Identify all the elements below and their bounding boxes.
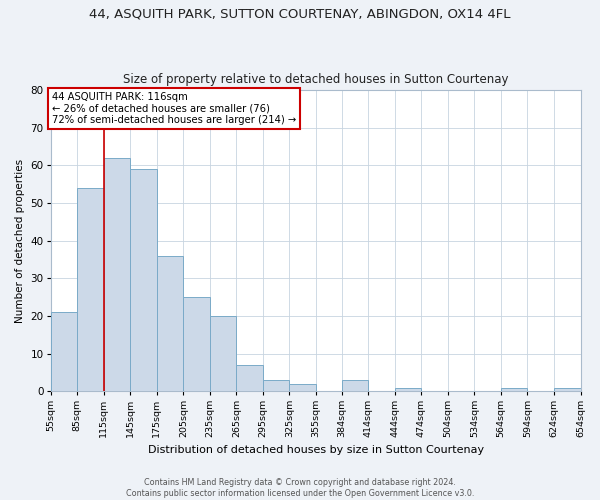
Title: Size of property relative to detached houses in Sutton Courtenay: Size of property relative to detached ho… — [123, 73, 508, 86]
Y-axis label: Number of detached properties: Number of detached properties — [15, 158, 25, 322]
Bar — [210, 316, 236, 392]
Bar — [395, 388, 421, 392]
Bar — [341, 380, 368, 392]
X-axis label: Distribution of detached houses by size in Sutton Courtenay: Distribution of detached houses by size … — [148, 445, 484, 455]
Bar — [104, 158, 130, 392]
Text: 44, ASQUITH PARK, SUTTON COURTENAY, ABINGDON, OX14 4FL: 44, ASQUITH PARK, SUTTON COURTENAY, ABIN… — [89, 8, 511, 20]
Bar — [501, 388, 527, 392]
Bar — [184, 297, 210, 392]
Text: 44 ASQUITH PARK: 116sqm
← 26% of detached houses are smaller (76)
72% of semi-de: 44 ASQUITH PARK: 116sqm ← 26% of detache… — [52, 92, 296, 125]
Bar — [289, 384, 316, 392]
Bar — [130, 169, 157, 392]
Bar — [157, 256, 184, 392]
Text: Contains HM Land Registry data © Crown copyright and database right 2024.
Contai: Contains HM Land Registry data © Crown c… — [126, 478, 474, 498]
Bar — [554, 388, 581, 392]
Bar — [263, 380, 289, 392]
Bar — [77, 188, 104, 392]
Bar — [50, 312, 77, 392]
Bar — [236, 365, 263, 392]
